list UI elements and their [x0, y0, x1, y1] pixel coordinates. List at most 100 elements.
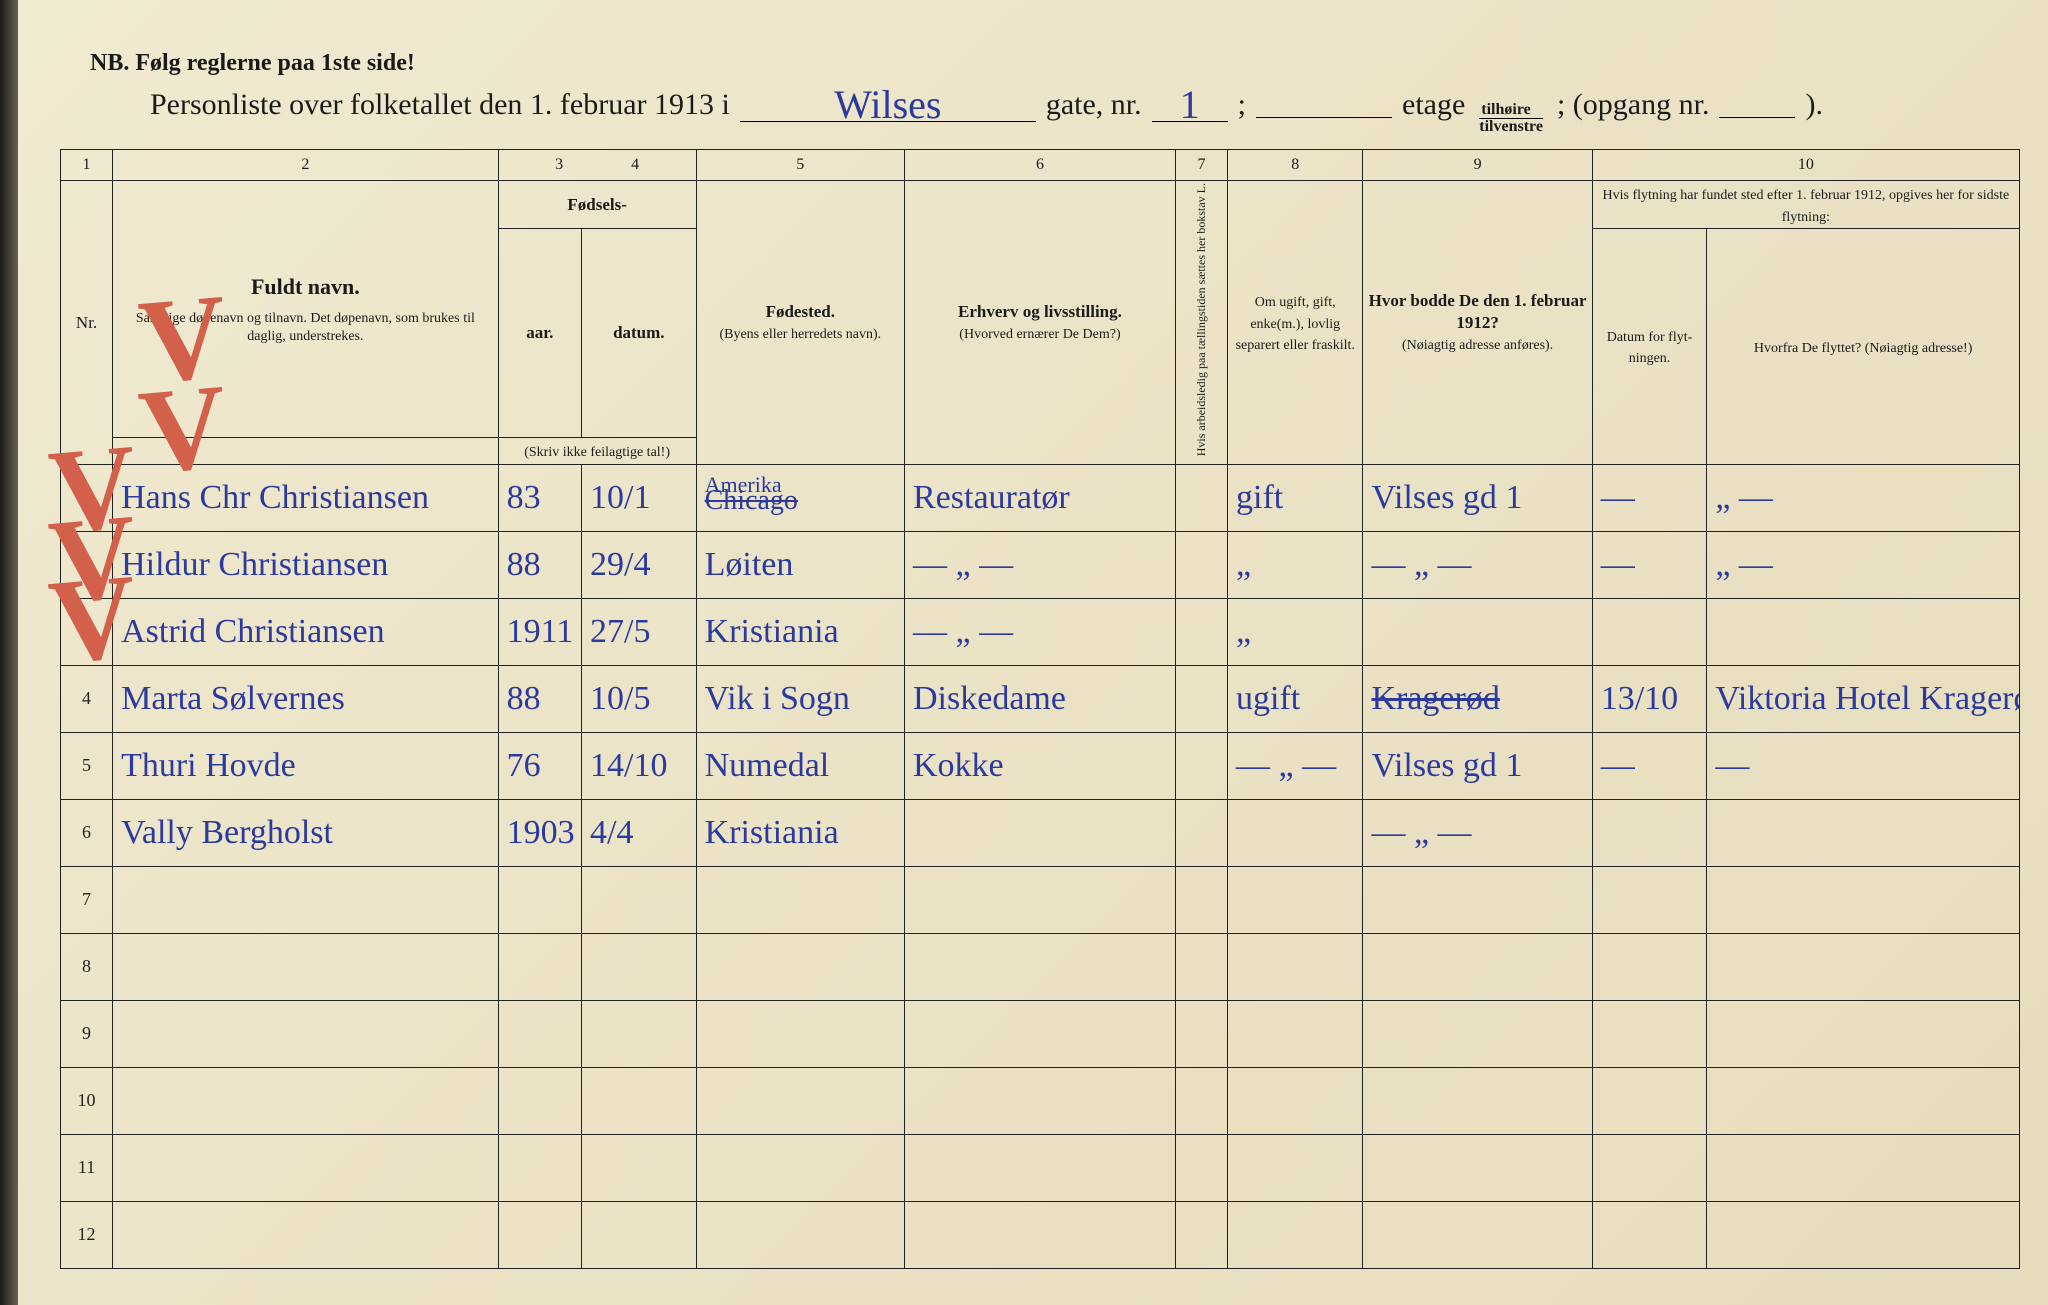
cell-fodested: Vik i Sogn — [696, 665, 904, 732]
cell-empty — [1175, 933, 1227, 1000]
cell-aar: 76 — [498, 732, 581, 799]
hdr-datum: datum. — [582, 229, 697, 438]
cell-datum: 10/5 — [582, 665, 697, 732]
cell-empty — [582, 1067, 697, 1134]
cell-empty — [113, 1201, 499, 1268]
cell-c9: — „ — — [1363, 799, 1592, 866]
cell-erhverv — [905, 799, 1176, 866]
cell-nr: 12 — [61, 1201, 113, 1268]
cell-empty — [582, 866, 697, 933]
table-row-empty: 12 — [61, 1201, 2020, 1268]
hdr-aar-sub: (Skriv ikke feilagtige tal!) — [498, 438, 696, 465]
cell-empty — [905, 1134, 1176, 1201]
opgang-label: ; (opgang nr. — [1557, 88, 1709, 122]
cell-nr: 8 — [61, 933, 113, 1000]
hdr-col10b: Hvorfra De flyttet? (Nøiagtig adresse!) — [1707, 229, 2020, 465]
cell-empty — [696, 866, 904, 933]
cell-empty — [1707, 1201, 2020, 1268]
cell-empty — [1363, 866, 1592, 933]
opgang-nr-field — [1719, 117, 1795, 118]
cell-empty — [1707, 1000, 2020, 1067]
cell-c9: Vilses gd 1 — [1363, 464, 1592, 531]
cell-empty — [1228, 1067, 1363, 1134]
cell-empty — [582, 933, 697, 1000]
cell-datum: 4/4 — [582, 799, 697, 866]
cell-aar: 88 — [498, 531, 581, 598]
cell-empty — [1592, 933, 1707, 1000]
cell-empty — [696, 1134, 904, 1201]
table-row: 1Hans Chr Christiansen8310/1AmerikaChica… — [61, 464, 2020, 531]
cell-erhverv: Restauratør — [905, 464, 1176, 531]
colnum-8: 8 — [1228, 150, 1363, 181]
cell-nr: 6 — [61, 799, 113, 866]
cell-datum: 27/5 — [582, 598, 697, 665]
cell-fodested: Numedal — [696, 732, 904, 799]
hdr-fodested: Fødested. (Byens eller herredets navn). — [696, 181, 904, 465]
etage-label: etage — [1402, 88, 1465, 122]
cell-erhverv: — „ — — [905, 598, 1176, 665]
table-head: 1 2 3 4 5 6 7 8 9 10 Nr. Fuldt navn. Sa — [61, 150, 2020, 465]
cell-empty — [582, 1201, 697, 1268]
cell-c8: — „ — — [1228, 732, 1363, 799]
hdr-nr: Nr. — [61, 181, 113, 465]
cell-nr: 3 — [61, 598, 113, 665]
cell-empty — [113, 933, 499, 1000]
cell-empty — [498, 866, 581, 933]
table-row-empty: 10 — [61, 1067, 2020, 1134]
cell-empty — [1175, 1067, 1227, 1134]
table-row: 4Marta Sølvernes8810/5Vik i SognDiskedam… — [61, 665, 2020, 732]
cell-c7 — [1175, 665, 1227, 732]
cell-empty — [1707, 1134, 2020, 1201]
cell-empty — [1592, 1067, 1707, 1134]
cell-empty — [1592, 1000, 1707, 1067]
cell-c7 — [1175, 598, 1227, 665]
cell-empty — [905, 866, 1176, 933]
census-form-page: NB. Følg reglerne paa 1ste side! Personl… — [0, 0, 2048, 1305]
cell-empty — [1175, 1201, 1227, 1268]
cell-erhverv: Kokke — [905, 732, 1176, 799]
cell-empty — [905, 1201, 1176, 1268]
cell-c10b: „ — — [1707, 531, 2020, 598]
nb-instruction: NB. Følg reglerne paa 1ste side! — [90, 50, 2018, 77]
cell-empty — [1228, 866, 1363, 933]
hdr-col10-top: Hvis flytning har fundet sted efter 1. f… — [1592, 181, 2019, 229]
cell-c8 — [1228, 799, 1363, 866]
table-row: 2Hildur Christiansen8829/4Løiten— „ —„— … — [61, 531, 2020, 598]
cell-empty — [113, 1067, 499, 1134]
cell-empty — [1363, 1201, 1592, 1268]
colnum-7: 7 — [1175, 150, 1227, 181]
cell-empty — [498, 1000, 581, 1067]
cell-c9: Kragerød — [1363, 665, 1592, 732]
cell-c10b: „ — — [1707, 464, 2020, 531]
cell-c8: gift — [1228, 464, 1363, 531]
cell-empty — [1707, 933, 2020, 1000]
cell-aar: 1903 — [498, 799, 581, 866]
cell-c10b — [1707, 799, 2020, 866]
cell-nr: 11 — [61, 1134, 113, 1201]
colnum-34: 3 4 — [498, 150, 696, 181]
cell-erhverv: Diskedame — [905, 665, 1176, 732]
table-row-empty: 11 — [61, 1134, 2020, 1201]
cell-empty — [582, 1134, 697, 1201]
table-row: 3Astrid Christiansen191127/5Kristiania— … — [61, 598, 2020, 665]
colnum-5: 5 — [696, 150, 904, 181]
cell-c10b: — — [1707, 732, 2020, 799]
cell-empty — [498, 1201, 581, 1268]
table-row-empty: 9 — [61, 1000, 2020, 1067]
cell-nr: 10 — [61, 1067, 113, 1134]
hdr-erhverv: Erhverv og livsstilling. (Hvorved ernære… — [905, 181, 1176, 465]
cell-c7 — [1175, 531, 1227, 598]
cell-c8: „ — [1228, 598, 1363, 665]
cell-empty — [1363, 1000, 1592, 1067]
cell-empty — [696, 1067, 904, 1134]
cell-empty — [1592, 1134, 1707, 1201]
cell-c8: ugift — [1228, 665, 1363, 732]
header-row-1: Nr. Fuldt navn. Samtlige døpenavn og til… — [61, 181, 2020, 229]
table-row-empty: 7 — [61, 866, 2020, 933]
cell-nr: 7 — [61, 866, 113, 933]
cell-c9 — [1363, 598, 1592, 665]
cell-c10a: — — [1592, 531, 1707, 598]
hdr-col9: Hvor bodde De den 1. februar 1912? (Nøia… — [1363, 181, 1592, 465]
cell-empty — [1228, 1201, 1363, 1268]
hdr-col7: Hvis arbeidsledig paa tællingstiden sætt… — [1175, 181, 1227, 465]
